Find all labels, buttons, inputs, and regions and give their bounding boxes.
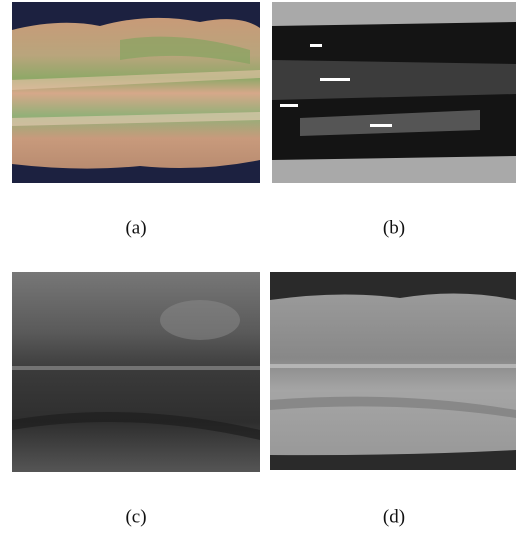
panel-label: (a) (125, 217, 146, 238)
panel-c-image (12, 272, 260, 472)
figure: (a) (b) (c) (d) (0, 0, 516, 533)
panel-b-image (272, 2, 516, 183)
panel-label: (c) (125, 506, 146, 527)
panel-d-image (270, 272, 516, 470)
panel-label: (d) (383, 506, 405, 527)
panel-label: (b) (383, 217, 405, 238)
panel-a-image (12, 2, 260, 183)
